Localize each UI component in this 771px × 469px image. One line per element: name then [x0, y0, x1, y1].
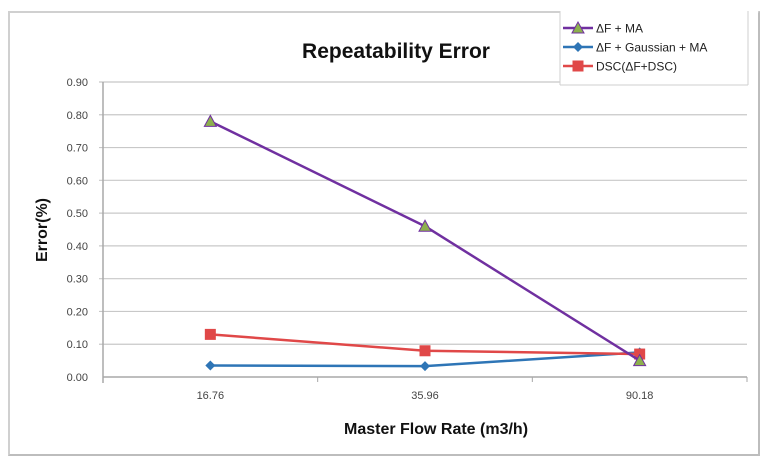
- y-tick-label: 0.60: [67, 175, 88, 187]
- chart-frame: [8, 11, 760, 456]
- x-axis-ticks: 16.76 35.96 90.18: [102, 377, 748, 402]
- y-tick-label: 0.00: [67, 372, 88, 384]
- legend-entry: ΔF + MA: [563, 20, 643, 36]
- triangle-marker: [418, 219, 432, 232]
- square-marker: [419, 345, 431, 357]
- y-tick-label: 0.20: [67, 306, 88, 318]
- chart-title: Repeatability Error: [302, 40, 490, 63]
- legend-entry: ΔF + Gaussian + MA: [563, 41, 707, 55]
- x-tick-label: 35.96: [411, 390, 439, 402]
- gridlines: [99, 81, 747, 345]
- legend-label: ΔF + MA: [596, 22, 643, 36]
- square-marker: [572, 60, 584, 72]
- series-lines: [203, 114, 647, 372]
- diamond-marker: [420, 361, 430, 372]
- triangle-marker: [571, 20, 585, 34]
- triangle-marker: [632, 353, 647, 367]
- y-axis-label: Error(%): [34, 198, 51, 262]
- legend-entry: DSC(ΔF+DSC): [563, 60, 677, 74]
- diamond-marker: [205, 360, 216, 371]
- diamond-marker: [573, 42, 583, 52]
- y-tick-label: 0.80: [67, 110, 88, 122]
- y-tick-label: 0.10: [67, 339, 88, 351]
- legend-label: ΔF + Gaussian + MA: [596, 41, 707, 55]
- y-tick-label: 0.40: [67, 241, 88, 253]
- x-tick-label: 16.76: [197, 390, 225, 402]
- x-tick-label: 90.18: [626, 390, 654, 402]
- legend-label: DSC(ΔF+DSC): [596, 60, 677, 74]
- triangle-marker: [203, 114, 218, 127]
- series-0: [203, 114, 647, 367]
- y-axis-ticks: 0.00 0.10 0.20 0.30 0.40 0.50 0.60 0.70 0.80 0.90: [67, 77, 88, 384]
- square-marker: [204, 328, 216, 340]
- y-tick-label: 0.90: [67, 77, 88, 89]
- y-tick-label: 0.70: [67, 143, 88, 155]
- y-tick-label: 0.50: [67, 208, 88, 220]
- x-axis-label: Master Flow Rate (m3/h): [344, 421, 528, 438]
- legend: ΔF + MA ΔF + Gaussian + MA DSC(ΔF+DSC): [559, 11, 758, 86]
- y-tick-label: 0.30: [67, 274, 88, 286]
